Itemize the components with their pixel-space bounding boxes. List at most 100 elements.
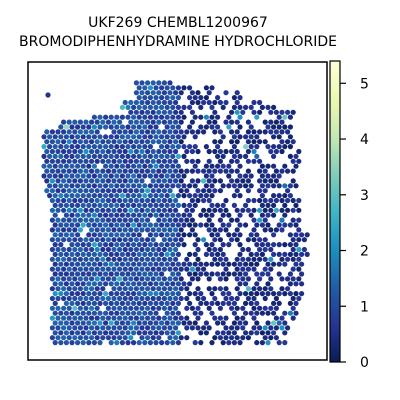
spot	[83, 305, 89, 311]
spot	[192, 340, 198, 346]
spot	[156, 90, 162, 96]
spot	[231, 300, 237, 306]
spot	[248, 173, 254, 179]
spot	[245, 158, 251, 164]
spot	[94, 266, 100, 272]
spot	[229, 295, 235, 302]
spot	[279, 207, 285, 213]
spot	[156, 158, 162, 164]
spot	[91, 330, 97, 336]
spot	[145, 286, 151, 292]
spot	[69, 153, 75, 159]
spot	[66, 188, 72, 194]
spot	[251, 197, 257, 204]
spot	[271, 232, 277, 238]
spot	[156, 119, 162, 125]
spot	[97, 144, 103, 150]
spot	[94, 158, 100, 164]
spot	[229, 168, 235, 174]
spot	[189, 178, 195, 184]
spot	[111, 188, 117, 194]
spot	[192, 163, 198, 169]
spot	[66, 129, 72, 135]
spot	[237, 232, 243, 238]
spot	[89, 168, 95, 174]
spot	[128, 178, 134, 184]
spot	[58, 134, 64, 140]
spot	[100, 325, 106, 331]
spot	[296, 246, 302, 253]
spot	[117, 148, 123, 155]
spot	[55, 256, 61, 262]
spot	[184, 188, 190, 194]
spot	[296, 207, 302, 213]
spot	[259, 202, 265, 208]
spot	[111, 168, 117, 174]
spot	[122, 256, 128, 262]
spot	[254, 261, 260, 267]
spot	[105, 256, 111, 262]
spot	[254, 232, 260, 238]
spot	[105, 188, 111, 194]
spot	[206, 227, 212, 233]
spot	[215, 95, 221, 101]
spot	[136, 251, 142, 257]
spot	[83, 178, 89, 184]
spot	[240, 246, 246, 253]
spot	[175, 153, 181, 159]
spot	[189, 148, 195, 155]
spot	[156, 217, 162, 223]
spot	[108, 291, 114, 297]
spot	[226, 291, 232, 297]
spot	[282, 291, 288, 297]
spot	[271, 163, 277, 169]
spot	[119, 183, 125, 189]
spot	[97, 222, 103, 228]
spot	[217, 227, 223, 233]
spot	[234, 286, 240, 292]
spot	[103, 114, 109, 120]
spot	[100, 286, 106, 292]
spot	[282, 212, 288, 218]
spot	[217, 178, 223, 184]
spot	[117, 237, 123, 243]
spot	[181, 281, 187, 287]
spot	[145, 217, 151, 223]
spot	[133, 217, 139, 223]
spot	[175, 242, 181, 248]
spot	[240, 325, 246, 331]
spot	[257, 129, 263, 135]
spot	[69, 124, 75, 130]
spot	[80, 222, 86, 228]
spot	[159, 222, 165, 228]
spot	[226, 114, 232, 120]
spot	[94, 325, 100, 331]
spot	[66, 315, 72, 321]
spot	[167, 217, 173, 223]
spot	[147, 212, 153, 218]
spot	[209, 242, 215, 248]
spot	[145, 80, 151, 86]
spot	[178, 168, 184, 174]
spot	[220, 330, 226, 336]
spot	[195, 188, 201, 194]
spot	[167, 129, 173, 135]
spot	[89, 217, 95, 223]
spot	[262, 207, 268, 213]
spot	[212, 286, 218, 292]
spot	[259, 330, 265, 336]
spot	[89, 119, 95, 125]
spot	[117, 325, 123, 331]
colorbar	[329, 60, 341, 363]
spot	[178, 266, 184, 272]
spot	[131, 163, 137, 169]
spot	[75, 310, 81, 316]
spot	[279, 286, 285, 292]
spot	[80, 251, 86, 257]
spot	[94, 256, 100, 262]
spot	[279, 276, 285, 282]
spot	[58, 163, 64, 169]
spot	[114, 291, 120, 297]
spot	[150, 246, 156, 253]
spot	[58, 202, 64, 208]
